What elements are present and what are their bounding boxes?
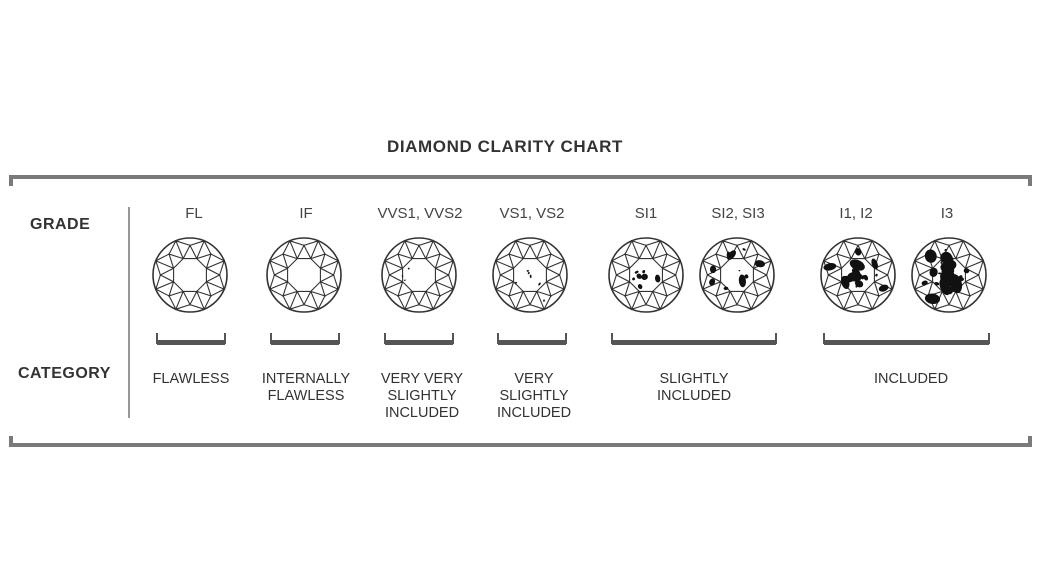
inclusion-mark [929, 267, 938, 277]
grade-label: FL [185, 205, 203, 222]
category-bracket-bar [824, 340, 989, 345]
inclusion-mark [526, 269, 530, 272]
inclusion-mark [849, 259, 865, 271]
inclusion-mark [401, 275, 404, 277]
inclusion-mark [944, 248, 947, 252]
inclusion-mark [924, 293, 941, 304]
diamond-facets [610, 239, 682, 311]
inclusion-mark [959, 277, 964, 282]
diamond-icon [381, 237, 457, 313]
diamond-outline [152, 237, 228, 313]
inclusion-mark [634, 270, 639, 274]
diamond-outline [381, 237, 457, 313]
diamond-outline [266, 237, 342, 313]
grade-row-label: GRADE [30, 216, 91, 233]
grade-label: SI1 [634, 205, 658, 222]
inclusion-mark [709, 265, 717, 274]
category-bracket-bar [157, 340, 225, 345]
inclusion-mark [744, 274, 749, 279]
inclusion-mark [854, 248, 862, 256]
grade-label: VVS1, VVS2 [377, 205, 463, 222]
diamond-facets [494, 239, 566, 311]
inclusion-mark [951, 262, 955, 265]
inclusion-mark [542, 299, 545, 302]
category-bracket-bar [385, 340, 453, 345]
inclusion-mark [723, 286, 729, 291]
inclusion-mark [943, 269, 953, 279]
grade-label: VS1, VS2 [499, 205, 565, 222]
inclusion-mark [878, 284, 889, 292]
bottom-rule [9, 436, 1032, 447]
diamond-facets [154, 239, 226, 311]
category-row-label: CATEGORY [18, 365, 111, 382]
diamond-facets [383, 239, 455, 311]
diamond-facets [268, 239, 340, 311]
inclusion-mark [527, 272, 530, 275]
grade-label: I1, I2 [839, 205, 873, 222]
category-label: INCLUDED [873, 371, 949, 387]
category-bracket-bar [498, 340, 566, 345]
category-label: SLIGHTLY INCLUDED [656, 371, 732, 404]
grade-label: SI2, SI3 [711, 205, 765, 222]
inclusion-mark [538, 282, 541, 286]
inclusion-mark [742, 248, 746, 251]
inclusion-mark [841, 275, 850, 290]
diamond-icon [266, 237, 342, 313]
inclusion-mark [726, 250, 736, 260]
inclusion-mark [514, 281, 517, 285]
inclusion-mark [944, 252, 954, 264]
inclusion-mark [709, 278, 716, 286]
top-rule [9, 175, 1032, 186]
diamond-icon [152, 237, 228, 313]
inclusion-mark [407, 267, 410, 270]
diamond-icon [911, 237, 987, 313]
inclusion-mark [637, 284, 643, 290]
inclusion-mark [632, 277, 636, 281]
grade-label: I3 [940, 205, 954, 222]
inclusion-mark [529, 274, 532, 279]
diamond-outline [699, 237, 775, 313]
inclusion-mark [863, 274, 869, 281]
diamond-icon [492, 237, 568, 313]
inclusion-mark [871, 258, 879, 270]
inclusion-mark [924, 249, 937, 263]
diamond-icon [608, 237, 684, 313]
inclusion-mark [404, 279, 406, 281]
chart-title: DIAMOND CLARITY CHART [386, 137, 624, 156]
inclusion-mark [738, 269, 741, 272]
inclusion-mark [963, 268, 970, 274]
inclusion-mark [861, 275, 865, 280]
inclusion-mark [851, 267, 860, 275]
category-label: FLAWLESS [152, 371, 230, 387]
category-label: VERY VERY SLIGHTLY INCLUDED [380, 371, 464, 421]
inclusion-mark [642, 269, 646, 274]
grade-label: IF [299, 205, 313, 222]
inclusion-mark [855, 283, 859, 288]
category-bracket-bar [612, 340, 776, 345]
inclusion-mark [738, 274, 747, 288]
category-label: VERY SLIGHTLY INCLUDED [496, 371, 572, 421]
inclusion-mark [940, 261, 943, 264]
inclusion-mark [636, 273, 642, 279]
inclusion-mark [939, 278, 950, 296]
category-label: INTERNALLY FLAWLESS [261, 371, 351, 404]
category-bracket-bar [271, 340, 339, 345]
inclusion-mark [754, 260, 766, 268]
diamond-icon [820, 237, 896, 313]
inclusion-mark [823, 263, 837, 271]
diamond-icon [699, 237, 775, 313]
inclusion-mark [875, 273, 878, 277]
inclusion-mark [654, 274, 661, 283]
inclusion-mark [934, 282, 940, 286]
inclusion-mark [921, 280, 928, 286]
inclusion-mark [641, 273, 648, 281]
